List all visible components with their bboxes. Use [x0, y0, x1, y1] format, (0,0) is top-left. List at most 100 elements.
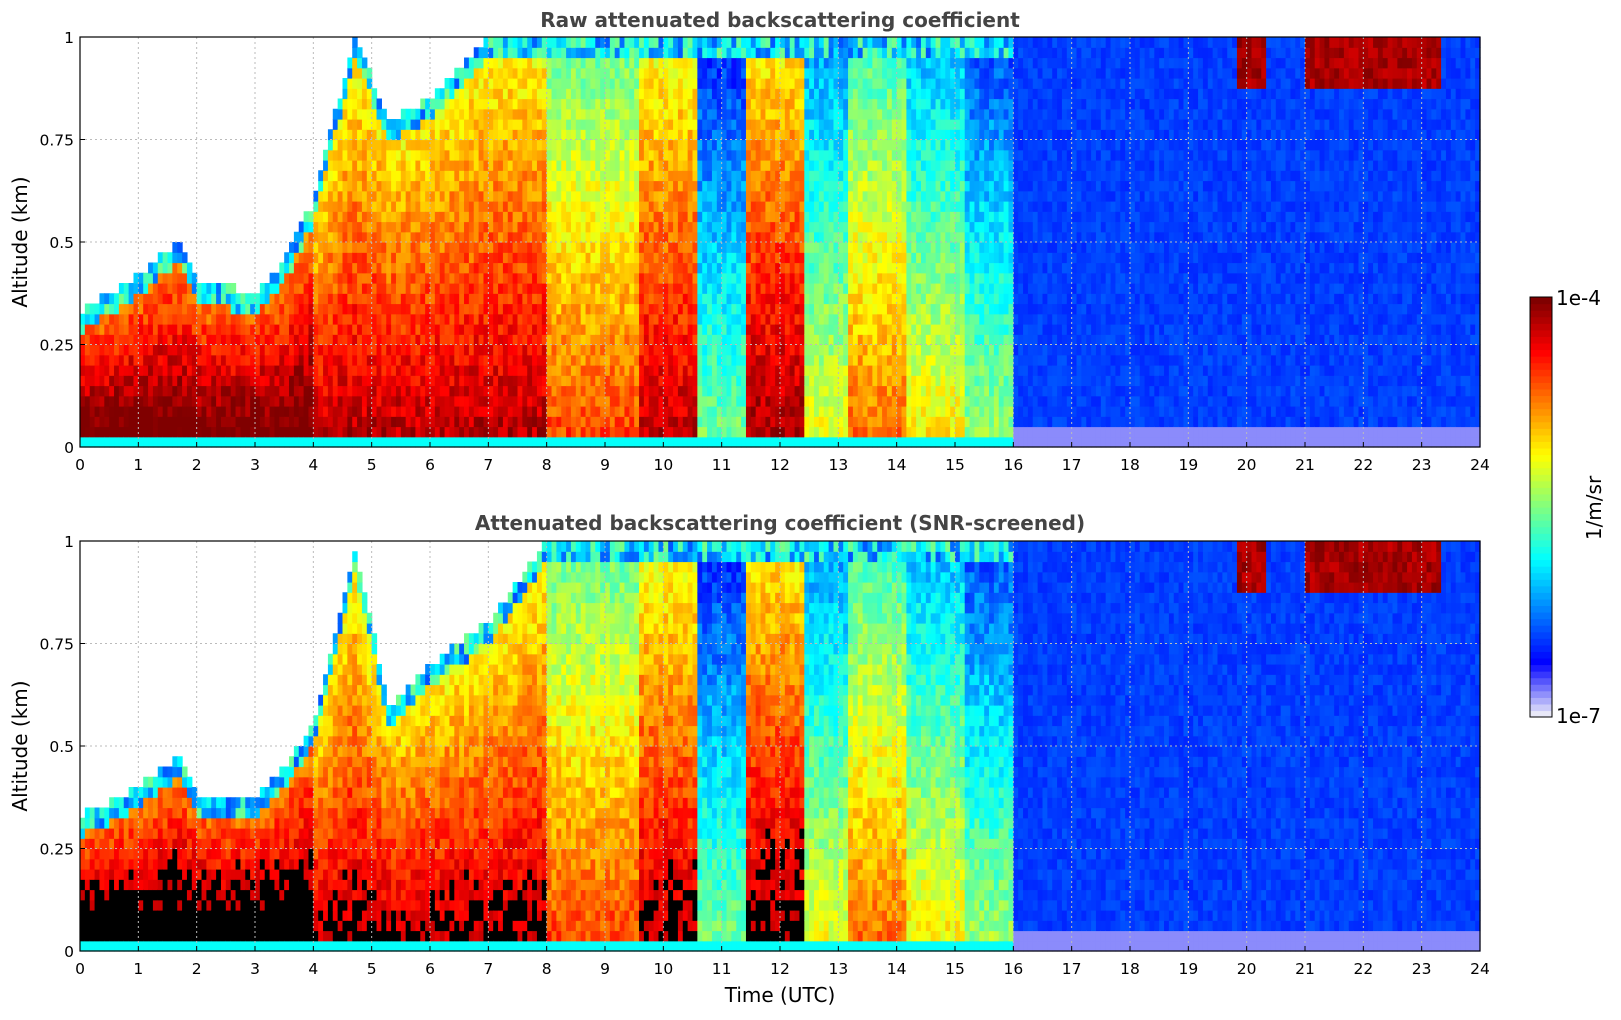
heatmap-cell	[658, 190, 664, 202]
heatmap-cell	[595, 221, 601, 233]
heatmap-cell	[760, 344, 767, 356]
heatmap-cell	[391, 190, 397, 202]
heatmap-cell	[590, 262, 596, 274]
heatmap-cell	[736, 416, 742, 428]
heatmap-cell	[780, 190, 786, 202]
heatmap-cell	[512, 160, 519, 171]
heatmap-cell	[507, 47, 514, 59]
heatmap-cell	[702, 98, 708, 110]
heatmap-cell	[629, 252, 635, 264]
heatmap-cell	[726, 190, 732, 202]
heatmap-cell	[726, 139, 732, 151]
heatmap-cell	[721, 37, 728, 48]
heatmap-cell	[532, 88, 538, 100]
heatmap-cell	[648, 293, 655, 305]
heatmap-cell	[814, 334, 820, 346]
heatmap-cell	[245, 416, 251, 428]
heatmap-cell	[561, 211, 567, 223]
heatmap-cell	[84, 365, 91, 376]
heatmap-cell	[707, 67, 713, 79]
heatmap-cell	[711, 313, 718, 325]
heatmap-cell	[775, 242, 781, 253]
heatmap-cell	[702, 57, 708, 69]
heatmap-cell	[473, 139, 480, 151]
heatmap-cell	[541, 129, 548, 141]
heatmap-cell	[546, 37, 553, 48]
heatmap-cell	[478, 416, 485, 428]
heatmap-cell	[425, 242, 431, 253]
heatmap-cell	[566, 98, 572, 110]
heatmap-cell	[439, 211, 446, 223]
heatmap-cell	[658, 129, 664, 141]
heatmap-cell	[804, 221, 810, 233]
heatmap-cell	[216, 426, 222, 438]
heatmap-cell	[536, 57, 543, 69]
heatmap-cell	[138, 334, 144, 346]
heatmap-cell	[789, 272, 796, 284]
heatmap-cell	[711, 231, 718, 243]
heatmap-cell	[745, 416, 752, 428]
heatmap-cell	[648, 119, 655, 130]
heatmap-cell	[561, 129, 567, 141]
heatmap-cell	[464, 242, 470, 253]
heatmap-cell	[789, 293, 796, 305]
heatmap-cell	[760, 324, 767, 335]
heatmap-cell	[765, 354, 771, 366]
heatmap-cell	[736, 354, 742, 366]
heatmap-cell	[653, 436, 660, 448]
heatmap-cell	[498, 385, 504, 397]
heatmap-cell	[687, 129, 694, 141]
heatmap-cell	[687, 303, 694, 315]
heatmap-cell	[745, 149, 752, 161]
heatmap-cell	[220, 293, 227, 305]
heatmap-cell	[454, 211, 460, 223]
heatmap-cell	[381, 416, 387, 428]
heatmap-cell	[89, 375, 96, 387]
heatmap-cell	[269, 324, 276, 335]
heatmap-cell	[799, 395, 805, 407]
heatmap-cell	[459, 221, 465, 233]
heatmap-cell	[439, 426, 446, 438]
heatmap-cell	[741, 395, 747, 407]
heatmap-cell	[809, 313, 815, 325]
heatmap-cell	[600, 303, 606, 315]
heatmap-cell	[201, 324, 207, 335]
heatmap-cell	[775, 98, 781, 110]
heatmap-cell	[434, 170, 441, 182]
heatmap-cell	[216, 324, 222, 335]
heatmap-cell	[668, 180, 674, 192]
heatmap-cell	[191, 385, 198, 397]
heatmap-cell	[415, 324, 421, 335]
heatmap-cell	[741, 119, 747, 130]
heatmap-cell	[352, 201, 358, 212]
heatmap-cell	[478, 129, 485, 141]
heatmap-cell	[775, 78, 781, 89]
heatmap-cell	[196, 303, 203, 315]
heatmap-cell	[255, 324, 261, 335]
heatmap-cell	[133, 436, 139, 448]
heatmap-cell	[536, 293, 543, 305]
heatmap-cell	[726, 221, 732, 233]
heatmap-cell	[799, 139, 805, 151]
heatmap-cell	[833, 119, 839, 130]
heatmap-cell	[133, 385, 139, 397]
heatmap-cell	[449, 108, 455, 120]
heatmap-cell	[434, 313, 441, 325]
heatmap-cell	[230, 365, 237, 376]
heatmap-cell	[838, 139, 844, 151]
heatmap-cell	[337, 303, 344, 315]
heatmap-cell	[794, 160, 801, 171]
heatmap-cell	[269, 385, 276, 397]
heatmap-cell	[731, 262, 737, 274]
heatmap-cell	[473, 313, 480, 325]
heatmap-cell	[605, 242, 611, 253]
heatmap-cell	[327, 406, 334, 417]
heatmap-cell	[639, 149, 645, 161]
heatmap-cell	[381, 303, 387, 315]
heatmap-cell	[235, 334, 242, 346]
heatmap-cell	[741, 324, 747, 335]
heatmap-cell	[532, 57, 538, 69]
heatmap-cell	[245, 354, 251, 366]
heatmap-cell	[478, 119, 485, 130]
heatmap-cell	[357, 119, 363, 130]
